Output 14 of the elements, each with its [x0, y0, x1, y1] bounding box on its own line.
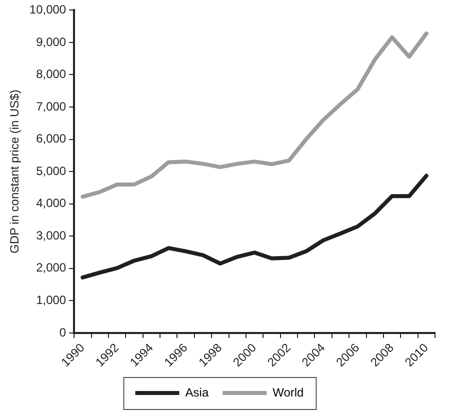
- y-tick-label: 4,000: [36, 196, 66, 210]
- y-tick-label: 6,000: [36, 132, 66, 146]
- y-tick-label: 7,000: [36, 99, 66, 114]
- y-tick-label: 3,000: [36, 228, 66, 242]
- y-tick-label: 10,000: [29, 2, 66, 17]
- y-tick-label: 5,000: [36, 164, 66, 178]
- y-tick-label: 1,000: [36, 292, 66, 307]
- y-axis-title: GDP in constant price (in US$): [8, 90, 22, 254]
- legend-label: World: [272, 385, 304, 400]
- legend-label: Asia: [185, 385, 209, 400]
- y-tick-label: 9,000: [36, 34, 66, 49]
- y-tick-label: 2,000: [36, 260, 66, 275]
- y-tick-label: 0: [59, 325, 66, 340]
- y-tick-label: 8,000: [36, 67, 66, 82]
